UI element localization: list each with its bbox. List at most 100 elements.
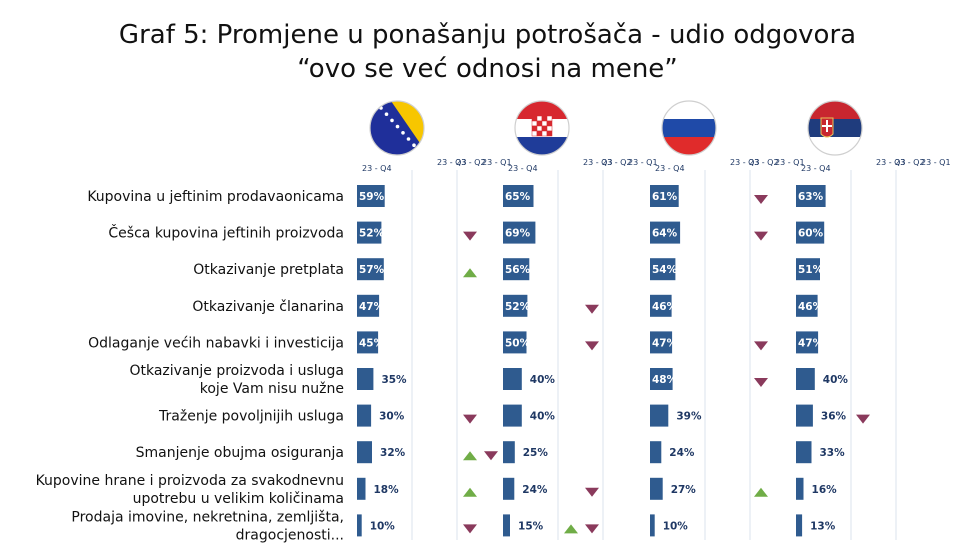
flag-serbia-icon [807, 100, 863, 156]
panel-2-bar [503, 185, 534, 207]
panel-3-value-label: 24% [669, 447, 695, 459]
panel-2-value-label: 15% [518, 520, 544, 532]
panel-4-header-4: 23 - Q1 [921, 158, 951, 167]
panel-1-bar [357, 368, 374, 390]
panel-3-bar [650, 185, 679, 207]
panel-4-bar [796, 404, 813, 427]
trend-down-icon [856, 414, 870, 424]
panel-2-value-label: 56% [505, 264, 531, 276]
panel-3-bar [650, 258, 676, 281]
panel-3-value-label: 10% [663, 520, 689, 532]
category-label: Kupovine hrane i proizvoda za svakodnevn… [36, 473, 344, 507]
panel-2-bar [503, 514, 510, 537]
panel-3-bar [650, 514, 655, 537]
panel-1-value-label: 18% [373, 484, 399, 496]
panel-1-bar [357, 221, 382, 244]
panel-3-header-4: 23 - Q1 [775, 158, 805, 167]
trend-down-icon [484, 451, 498, 461]
panel-3-value-label: 64% [652, 228, 678, 240]
panel-4-value-label: 60% [798, 228, 824, 240]
panel-3-value-label: 54% [652, 264, 678, 276]
panel-4-bar [796, 294, 818, 317]
category-label: Odlaganje većih nabavki i investicija [88, 335, 344, 351]
panel-1-header-4: 23 - Q1 [482, 158, 512, 167]
panel-1-bar [357, 331, 379, 354]
chart-title-line1: Graf 5: Promjene u ponašanju potrošača -… [118, 20, 857, 50]
trend-up-icon [463, 268, 477, 278]
panel-3-header-1: 23 - Q4 [655, 164, 685, 173]
panel-1-value-label: 47% [359, 301, 385, 313]
panel-2-bar [503, 331, 527, 354]
trend-down-icon [754, 341, 768, 351]
trend-down-icon [754, 378, 768, 387]
panel-2-bar [503, 441, 515, 464]
category-label: Smanjenje obujma osiguranja [136, 445, 344, 461]
panel-2-header-4: 23 - Q1 [628, 158, 658, 167]
panel-1-bar [357, 294, 380, 317]
panel-1-value-label: 30% [379, 411, 405, 423]
panel-4-value-label: 51% [798, 264, 824, 276]
panel-2-bar [503, 221, 536, 244]
panel-1-value-label: 32% [380, 447, 406, 459]
trend-up-icon [564, 524, 578, 534]
trend-down-icon [754, 231, 768, 241]
trend-up-icon [754, 487, 768, 497]
panel-4-header-2: 23 - Q3 [876, 158, 906, 167]
panel-1-bar [357, 514, 362, 537]
panel-3-value-label: 39% [676, 411, 702, 423]
trend-down-icon [585, 487, 599, 497]
panel-4-value-label: 40% [823, 374, 849, 386]
panel-1-value-label: 10% [370, 520, 396, 532]
panel-1-bar [357, 258, 384, 281]
chart-title: Graf 5: Promjene u ponašanju potrošača -… [0, 18, 975, 86]
panel-3-value-label: 27% [671, 484, 697, 496]
panel-2-value-label: 24% [522, 484, 548, 496]
panel-1-bar [357, 477, 366, 500]
panel-4-header-3: 23 - Q2 [895, 158, 925, 167]
panel-3-bar [650, 477, 663, 500]
chart-title-line2: “ovo se već odnosi na mene” [297, 54, 678, 84]
panel-3-value-label: 48% [652, 374, 678, 386]
panel-2-bar [503, 294, 528, 317]
panel-2-value-label: 40% [530, 411, 556, 423]
panel-3-bar [650, 221, 681, 244]
panel-3-value-label: 61% [652, 191, 678, 203]
category-label: Češca kupovina jeftinih proizvoda [108, 224, 344, 242]
category-label: Otkazivanje članarina [192, 299, 344, 315]
panel-2-value-label: 40% [530, 374, 556, 386]
panel-4-value-label: 46% [798, 301, 824, 313]
panel-2-bar [503, 258, 530, 281]
panel-2-bar [503, 368, 522, 390]
panel-4-value-label: 63% [798, 191, 824, 203]
panel-1-bar [357, 185, 385, 207]
trend-down-icon [463, 414, 477, 424]
panel-3-header-2: 23 - Q3 [730, 158, 760, 167]
panel-4-bar [796, 258, 820, 281]
trend-up-icon [463, 487, 477, 497]
panel-3-bar [650, 368, 673, 390]
panel-1-value-label: 59% [359, 191, 385, 203]
panel-1-bar [357, 404, 372, 427]
panel-2-bar [503, 477, 515, 500]
panel-1-header-1: 23 - Q4 [362, 164, 392, 173]
category-label: Prodaja imovine, nekretnina, zemljišta, d… [71, 509, 344, 543]
panel-3-header-3: 23 - Q2 [749, 158, 779, 167]
panel-4-bar [796, 368, 815, 390]
panel-2-value-label: 69% [505, 228, 531, 240]
panel-2-value-label: 65% [505, 191, 531, 203]
panel-3-value-label: 46% [652, 301, 678, 313]
panel-4-value-label: 16% [812, 484, 838, 496]
trend-down-icon [463, 231, 477, 241]
panel-1-value-label: 52% [359, 228, 385, 240]
trend-down-icon [754, 195, 768, 204]
panel-2-header-1: 23 - Q4 [508, 164, 538, 173]
trend-down-icon [585, 304, 599, 314]
flag-croatia-icon [514, 100, 570, 156]
trend-down-icon [463, 524, 477, 534]
panel-4-value-label: 36% [821, 411, 847, 423]
panel-4-header-1: 23 - Q4 [801, 164, 831, 173]
panel-4-bar [796, 331, 819, 354]
panel-2-header-3: 23 - Q2 [602, 158, 632, 167]
panel-3-bar [650, 294, 672, 317]
